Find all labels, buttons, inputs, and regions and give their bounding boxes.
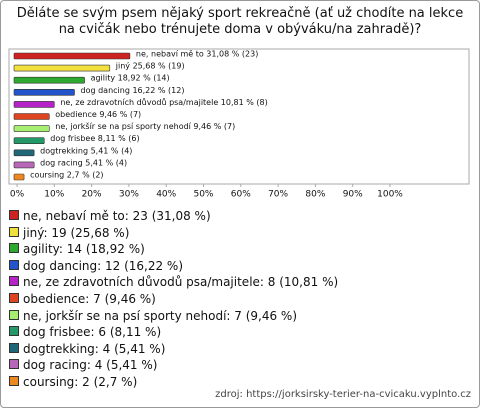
legend-swatch: [9, 226, 19, 237]
legend-label: ne, jorkšír se na psí sporty nehodí: 7 (…: [23, 308, 298, 323]
legend-label: ne, ze zdravotních důvodů psa/majitele: …: [23, 275, 339, 290]
bar-label: dog frisbee 8,11 % (6): [50, 134, 139, 143]
legend-entry: ne, ze zdravotních důvodů psa/majitele: …: [9, 275, 338, 289]
bar-label: ne, nebaví mě to 31,08 % (23): [136, 50, 258, 59]
legend-entry: dog dancing: 12 (16,22 %): [9, 259, 183, 273]
legend-swatch: [9, 376, 19, 386]
legend-swatch: [9, 210, 19, 220]
x-tick-label: 90%: [343, 190, 363, 200]
legend-swatch: [9, 293, 19, 303]
legend-entry: coursing: 2 (2,7 %): [9, 375, 137, 389]
legend-label: dog frisbee: 6 (8,11 %): [23, 325, 162, 340]
legend-label: jiný: 19 (25,68 %): [23, 225, 130, 240]
legend-entry: dog frisbee: 6 (8,11 %): [9, 325, 161, 339]
legend-label: coursing: 2 (2,7 %): [23, 375, 138, 389]
bar-label: dog racing 5,41 % (4): [40, 158, 127, 167]
bar: [13, 173, 25, 181]
bar: [13, 89, 75, 96]
legend-entry: agility: 14 (18,92 %): [9, 242, 145, 256]
legend-label: obedience: 7 (9,46 %): [23, 292, 156, 306]
source: zdroj: https://jorksirsky-terier-na-cvic…: [215, 389, 471, 400]
bar-label: obedience 9,46 % (7): [55, 110, 141, 119]
bar: [13, 125, 50, 132]
bar: [13, 113, 50, 120]
bar: [13, 149, 35, 157]
legend-swatch: [9, 359, 19, 370]
plot-frame: [8, 48, 470, 185]
x-tick-label: 60%: [231, 190, 251, 200]
chart-title: Děláte se svým psem nějaký sport rekreač…: [16, 6, 464, 37]
bar: [13, 137, 45, 144]
legend-swatch: [9, 276, 19, 287]
legend-label: dog racing: 4 (5,41 %): [23, 358, 158, 373]
bar: [13, 64, 111, 72]
x-tick-label: 10%: [44, 190, 64, 200]
legend-label: dog dancing: 12 (16,22 %): [23, 258, 183, 273]
x-tick-label: 20%: [82, 190, 102, 200]
bar: [13, 161, 35, 169]
bar: [13, 76, 85, 84]
legend-swatch: [9, 243, 19, 254]
legend-label: ne, nebaví mě to: 23 (31,08 %): [23, 209, 211, 223]
x-tick-label: 40%: [156, 190, 176, 200]
legend-entry: obedience: 7 (9,46 %): [9, 292, 156, 306]
bar-label: ne, jorkšír se na psí sporty nehodí 9,46…: [55, 121, 235, 131]
bar-label: ne, ze zdravotních důvodů psa/majitele 1…: [60, 97, 267, 107]
bar: [13, 52, 131, 60]
bar-label: agility 18,92 % (14): [91, 74, 170, 83]
bar-label: dog dancing 16,22 % (12): [81, 86, 185, 95]
bar: [13, 101, 55, 108]
x-tick-label: 70%: [268, 190, 288, 200]
legend-entry: ne, nebaví mě to: 23 (31,08 %): [9, 209, 211, 223]
legend-swatch: [9, 309, 19, 320]
legend-swatch: [9, 326, 19, 337]
legend-entry: jiný: 19 (25,68 %): [9, 226, 129, 240]
bar-label: dogtrekking 5,41 % (4): [40, 146, 132, 155]
legend-label: agility: 14 (18,92 %): [23, 242, 145, 257]
legend-label: dogtrekking: 4 (5,41 %): [23, 341, 166, 356]
bar-label: coursing 2,7 % (2): [30, 171, 103, 180]
x-tick-label: 80%: [305, 190, 325, 200]
legend-swatch: [9, 259, 19, 270]
bar-label: jiný 25,68 % (19): [115, 62, 185, 71]
legend-swatch: [9, 342, 19, 353]
x-tick-label: 50%: [193, 190, 213, 200]
x-tick-label: 100%: [377, 190, 403, 200]
x-tick-label: 0%: [10, 190, 25, 200]
legend-entry: dogtrekking: 4 (5,41 %): [9, 342, 165, 356]
legend-entry: ne, jorkšír se na psí sporty nehodí: 7 (…: [9, 309, 297, 323]
x-tick-label: 30%: [119, 190, 139, 200]
legend-entry: dog racing: 4 (5,41 %): [9, 358, 157, 372]
